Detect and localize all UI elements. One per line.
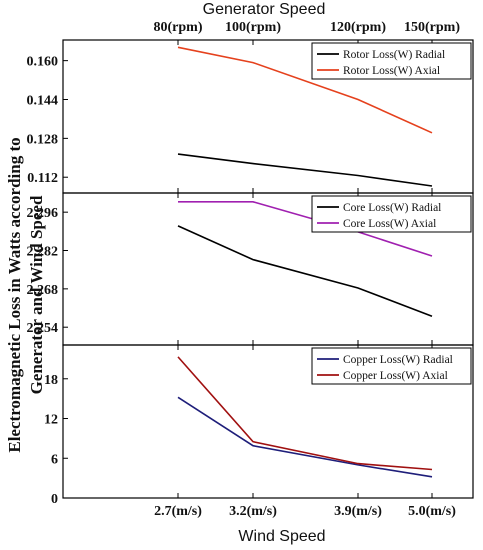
y-tick-label: 0 bbox=[51, 492, 58, 507]
series-line-2-2 bbox=[178, 201, 433, 257]
legend-box bbox=[311, 195, 472, 233]
top-x-axis-title: Generator Speed bbox=[203, 1, 326, 18]
y-tick-label: 2.296 bbox=[27, 206, 59, 221]
legend-box bbox=[311, 42, 472, 80]
y-axis-title-line1: Electromagnetic Loss in Watts according … bbox=[5, 137, 24, 452]
series-line-1-1 bbox=[177, 153, 433, 187]
legend-entry: Rotor Loss(W) Radial bbox=[343, 49, 445, 61]
x-top-tick-label: 80(rpm) bbox=[154, 20, 203, 35]
legend-box bbox=[311, 347, 472, 385]
y-tick-label: 0.128 bbox=[27, 132, 59, 147]
legend-entry: Rotor Loss(W) Axial bbox=[343, 65, 440, 77]
y-tick-label: 6 bbox=[51, 452, 58, 467]
x-top-tick-label: 120(rpm) bbox=[330, 20, 386, 35]
y-axis-title-line2: Generator and Wind Speed bbox=[27, 195, 46, 394]
x-bottom-tick-label: 3.9(m/s) bbox=[334, 504, 382, 519]
legend-entry: Core Loss(W) Radial bbox=[343, 202, 441, 214]
legend-entry: Copper Loss(W) Axial bbox=[343, 370, 448, 382]
x-top-tick-label: 150(rpm) bbox=[404, 20, 460, 35]
y-tick-label: 2.268 bbox=[27, 283, 59, 298]
series-line-2-1 bbox=[177, 225, 433, 317]
y-tick-label: 0.112 bbox=[27, 171, 58, 186]
x-bottom-tick-label: 5.0(m/s) bbox=[408, 504, 456, 519]
x-top-tick-label: 100(rpm) bbox=[225, 20, 281, 35]
y-tick-label: 18 bbox=[44, 373, 58, 388]
legend-entry: Copper Loss(W) Radial bbox=[343, 354, 453, 366]
series-line-1-2 bbox=[177, 46, 433, 134]
y-tick-label: 0.160 bbox=[27, 55, 59, 70]
series-line-3-1 bbox=[177, 396, 433, 478]
bottom-x-axis-title: Wind Speed bbox=[238, 528, 325, 545]
y-tick-label: 2.282 bbox=[27, 245, 59, 260]
x-bottom-tick-label: 3.2(m/s) bbox=[229, 504, 277, 519]
x-bottom-tick-label: 2.7(m/s) bbox=[154, 504, 202, 519]
y-tick-label: 0.144 bbox=[27, 94, 59, 109]
series-line-3-2 bbox=[177, 356, 433, 471]
legend-entry: Core Loss(W) Axial bbox=[343, 218, 436, 230]
y-tick-label: 12 bbox=[44, 413, 58, 428]
y-tick-label: 2.254 bbox=[27, 321, 59, 336]
panel-frame-3 bbox=[62, 344, 474, 499]
